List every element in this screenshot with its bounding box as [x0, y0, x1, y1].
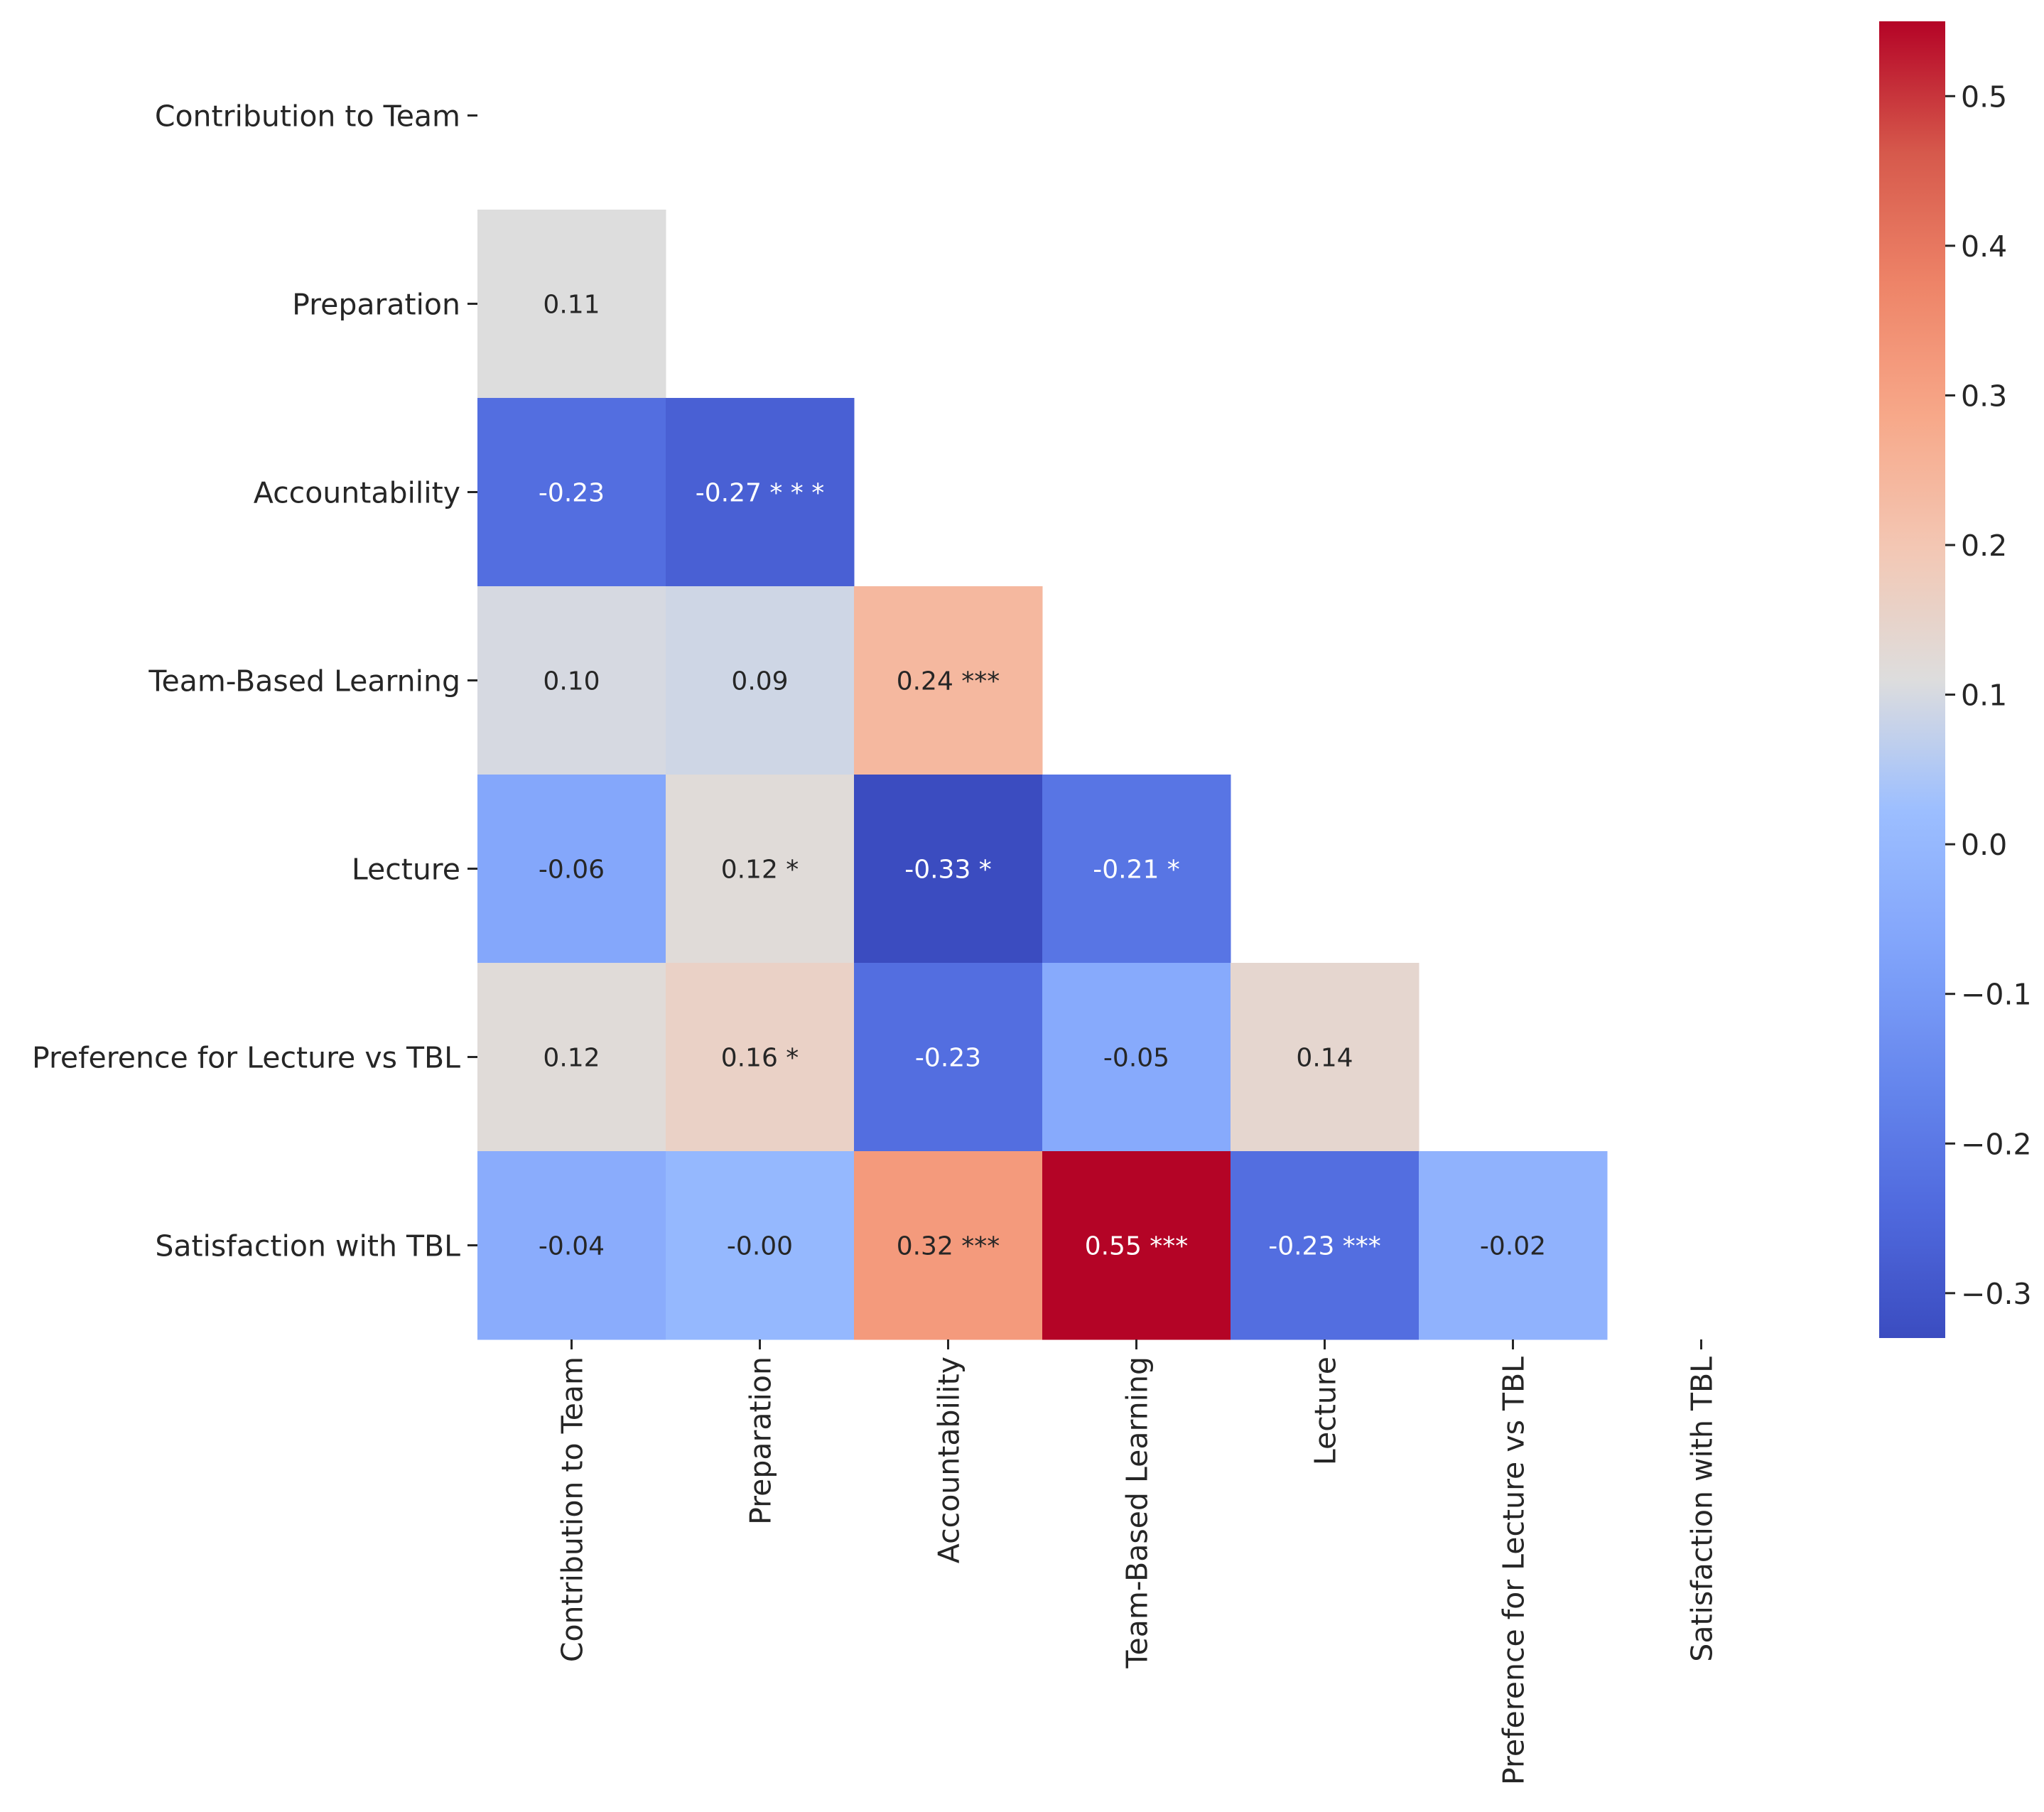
heatmap-cell: 0.12 — [477, 963, 666, 1152]
colorbar: 0.5 0.4 0.3 0.2 0.1 0.0 −0.1 −0.2 −0.3 — [1879, 21, 2032, 1338]
heatmap-cell-rect — [477, 1151, 666, 1340]
heatmap-cell-label: 0.10 — [543, 667, 600, 696]
heatmap-cell-rect — [1042, 1151, 1231, 1340]
heatmap-cell-label: -0.02 — [1480, 1232, 1546, 1261]
heatmap-cell-rect — [854, 586, 1043, 775]
y-axis-labels: Contribution to Team Preparation Accountab… — [32, 99, 477, 1263]
heatmap-cell-rect — [666, 398, 855, 587]
colorbar-tick-label: 0.5 — [1961, 80, 2007, 114]
heatmap-cell-label: 0.24 *** — [897, 667, 1000, 696]
heatmap-cell-rect — [854, 963, 1043, 1152]
heatmap-cell: 0.55 *** — [1042, 1151, 1231, 1340]
heatmap-cell-rect — [1231, 1151, 1420, 1340]
x-tick-label: Satisfaction with TBL — [1685, 1357, 1719, 1662]
heatmap-cell: 0.14 — [1231, 963, 1420, 1152]
x-tick-label: Preparation — [744, 1357, 778, 1525]
x-tick-label: Team-Based Learning — [1120, 1357, 1155, 1669]
y-tick-label: Accountability — [254, 476, 460, 510]
y-tick-label: Lecture — [352, 853, 460, 887]
colorbar-tick-label: 0.0 — [1961, 828, 2007, 862]
colorbar-tick-label: 0.4 — [1961, 230, 2007, 264]
heatmap-cell: -0.23 — [854, 963, 1043, 1152]
heatmap-cell-label: -0.23 *** — [1268, 1232, 1381, 1261]
heatmap-cell-label: -0.04 — [539, 1232, 605, 1261]
heatmap-cell-label: -0.00 — [727, 1232, 793, 1261]
x-tick-label: Contribution to Team — [556, 1357, 590, 1662]
heatmap-cell-rect — [477, 586, 666, 775]
colorbar-tick-label: −0.1 — [1961, 978, 2032, 1012]
heatmap-cell: -0.02 — [1419, 1151, 1608, 1340]
heatmap-cell-rect — [666, 775, 855, 964]
y-tick-label: Satisfaction with TBL — [155, 1229, 460, 1263]
heatmap-cell: -0.04 — [477, 1151, 666, 1340]
y-tick-label: Contribution to Team — [155, 99, 460, 134]
x-tick-label: Lecture — [1309, 1357, 1343, 1465]
colorbar-gradient — [1879, 21, 1945, 1338]
heatmap-cell-label: -0.33 * — [904, 856, 992, 885]
heatmap-cell-label: 0.14 — [1296, 1044, 1353, 1073]
heatmap-cell-rect — [477, 210, 666, 399]
colorbar-tick-label: 0.3 — [1961, 379, 2007, 413]
heatmap-cell: 0.10 — [477, 586, 666, 775]
colorbar-tick-label: 0.1 — [1961, 679, 2007, 713]
x-axis-labels: Contribution to Team Preparation Accountab… — [556, 1339, 1719, 1785]
colorbar-tick-label: −0.3 — [1961, 1277, 2032, 1311]
heatmap-cell-rect — [1042, 963, 1231, 1152]
heatmap-cell-label: -0.05 — [1103, 1044, 1169, 1073]
y-tick-label: Preparation — [292, 288, 460, 322]
heatmap-cell-label: -0.21 * — [1093, 856, 1180, 885]
colorbar-tick-label: 0.2 — [1961, 529, 2007, 563]
heatmap-cell: 0.09 — [666, 586, 855, 775]
heatmap-cell-rect — [1419, 1151, 1608, 1340]
heatmap-cell-rect — [1231, 963, 1420, 1152]
y-tick-label: Preference for Lecture vs TBL — [32, 1041, 460, 1075]
heatmap-cell: -0.00 — [666, 1151, 855, 1340]
heatmap-cell-label: 0.11 — [543, 291, 600, 320]
heatmap-cell-label: -0.23 — [539, 479, 605, 508]
heatmap-cell-label: 0.16 * — [721, 1044, 799, 1073]
heatmap-cell-label: 0.12 * — [721, 856, 799, 885]
heatmap-cell-label: -0.23 — [915, 1044, 981, 1073]
heatmap-cell-label: 0.55 *** — [1085, 1232, 1189, 1261]
x-tick-label: Preference for Lecture vs TBL — [1497, 1357, 1531, 1785]
heatmap-cell: 0.24 *** — [854, 586, 1043, 775]
heatmap-cell: -0.06 — [477, 775, 666, 964]
heatmap-cell-rect — [854, 1151, 1043, 1340]
heatmap-cell-label: 0.09 — [731, 667, 788, 696]
heatmap-cell-label: 0.32 *** — [897, 1232, 1000, 1261]
heatmap-cell-rect — [854, 775, 1043, 964]
heatmap-cell-rect — [1042, 775, 1231, 964]
heatmap-cell-rect — [477, 963, 666, 1152]
heatmap-cell: -0.27 * * * — [666, 398, 855, 587]
colorbar-tick-label: −0.2 — [1961, 1127, 2032, 1161]
heatmap-cell-rect — [666, 1151, 855, 1340]
heatmap-cell: -0.23 — [477, 398, 666, 587]
heatmap-cell: 0.32 *** — [854, 1151, 1043, 1340]
heatmap-cells: 0.11 -0.23 -0.27 * * * 0.10 0.09 0.24 *** -0.0… — [477, 210, 1608, 1340]
heatmap-cell-label: -0.06 — [539, 856, 605, 885]
heatmap-cell: 0.12 * — [666, 775, 855, 964]
heatmap-cell: 0.16 * — [666, 963, 855, 1152]
heatmap-cell: -0.21 * — [1042, 775, 1231, 964]
heatmap-cell: -0.33 * — [854, 775, 1043, 964]
heatmap-cell-rect — [666, 586, 855, 775]
heatmap-cell-rect — [666, 963, 855, 1152]
heatmap-cell-rect — [477, 775, 666, 964]
heatmap-cell-label: -0.27 * * * — [696, 479, 824, 508]
heatmap-cell-rect — [477, 398, 666, 587]
heatmap-cell: 0.11 — [477, 210, 666, 399]
x-tick-label: Accountability — [932, 1357, 966, 1563]
heatmap-cell: -0.05 — [1042, 963, 1231, 1152]
heatmap-cell-label: 0.12 — [543, 1044, 600, 1073]
heatmap-cell: -0.23 *** — [1231, 1151, 1420, 1340]
y-tick-label: Team-Based Learning — [148, 664, 460, 699]
